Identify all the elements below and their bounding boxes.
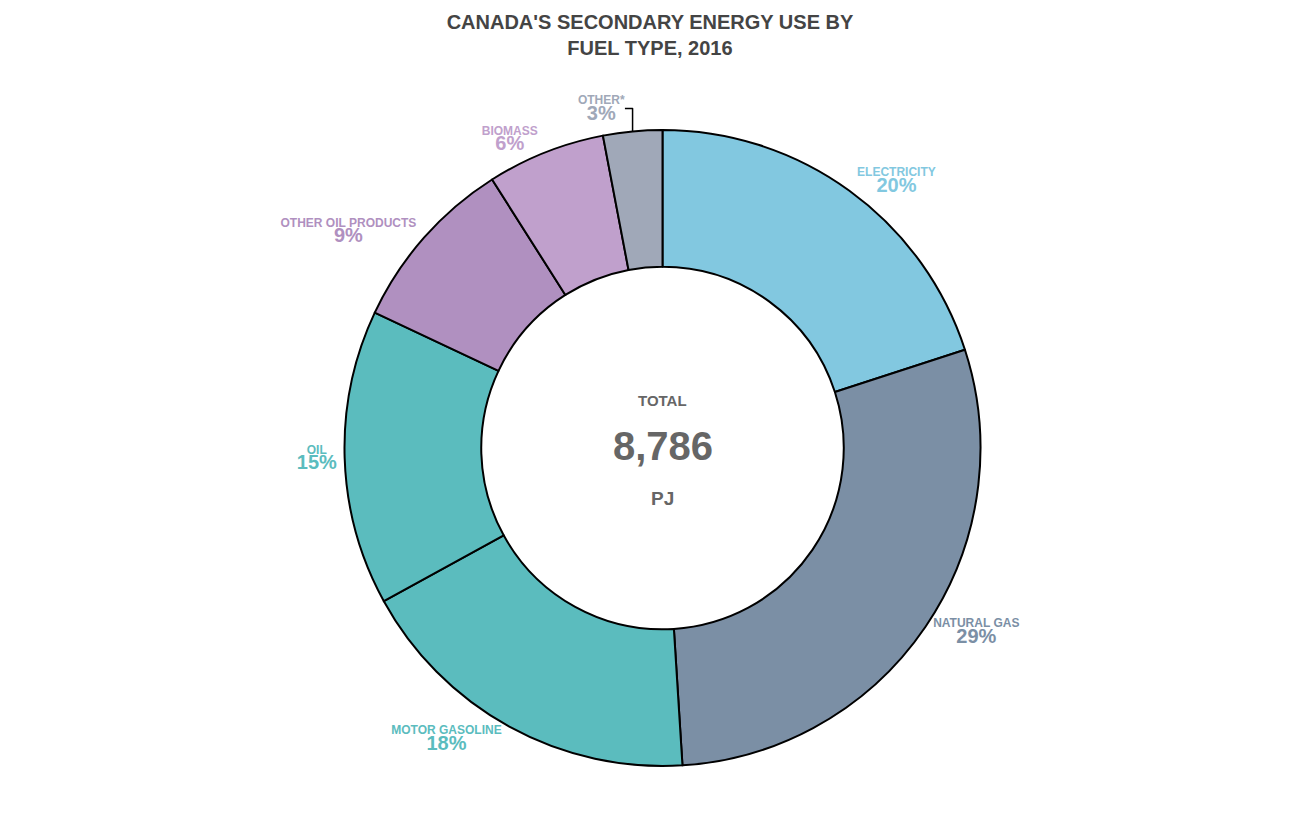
svg-text:BIOMASS6%: BIOMASS6% xyxy=(482,124,538,155)
svg-text:MOTOR GASOLINE18%: MOTOR GASOLINE18% xyxy=(391,723,501,754)
svg-text:CANADA'S SECONDARY ENERGY USE: CANADA'S SECONDARY ENERGY USE BYFUEL TYP… xyxy=(447,11,854,59)
svg-text:8,786: 8,786 xyxy=(613,424,713,468)
svg-text:OTHER OIL PRODUCTS9%: OTHER OIL PRODUCTS9% xyxy=(281,216,417,247)
svg-text:PJ: PJ xyxy=(651,488,674,509)
svg-text:TOTAL: TOTAL xyxy=(638,392,687,409)
svg-text:NATURAL GAS29%: NATURAL GAS29% xyxy=(933,616,1019,647)
svg-text:OTHER*3%: OTHER*3% xyxy=(578,93,625,124)
svg-text:ELECTRICITY20%: ELECTRICITY20% xyxy=(857,165,936,196)
svg-text:OIL15%: OIL15% xyxy=(297,443,337,474)
